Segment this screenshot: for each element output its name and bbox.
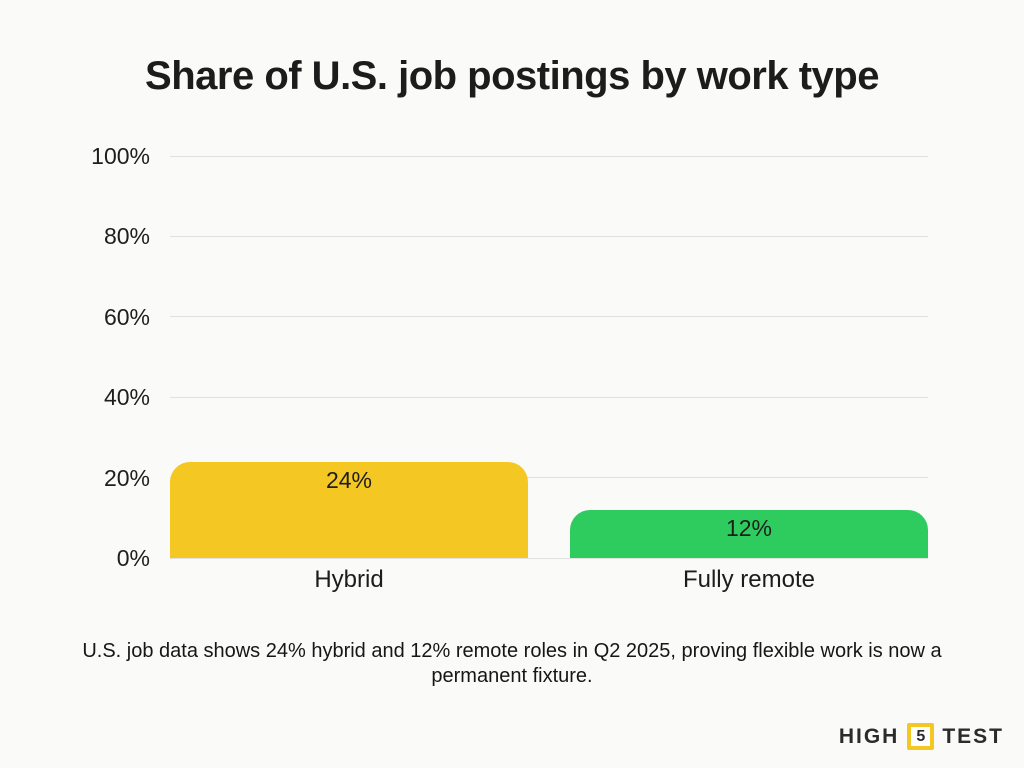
y-tick-label-40%: 40% [103,384,150,411]
bar-hybrid: 24% [170,461,528,558]
gridline-40% [170,396,928,398]
bar-value-label: 12% [725,514,773,541]
bar-fully-remote: 12% [570,509,928,558]
logo-five-box-icon: 5 [907,723,935,750]
high5test-logo: HIGH 5 TEST [839,723,1004,750]
chart-title: Share of U.S. job postings by work type [145,54,879,98]
gridline-60% [170,316,928,318]
x-axis-tick-labels: Hybrid Fully remote [170,566,928,598]
x-tick-label-hybrid: Hybrid [314,566,384,593]
y-tick-label-80%: 80% [103,223,150,250]
gridline-80% [170,235,928,237]
y-tick-label-100%: 100% [91,143,150,169]
chart-caption: U.S. job data shows 24% hybrid and 12% r… [82,640,942,687]
y-tick-label-60%: 60% [103,303,150,330]
x-tick-label-fully-remote: Fully remote [682,566,816,593]
y-axis-tick-labels: 0% 20% 40% 60% 80% 100% [0,144,150,570]
logo-word-test: TEST [942,724,1004,748]
gridline-0% [170,557,928,559]
logo-word-high: HIGH [838,724,900,748]
gridline-20% [170,477,928,479]
y-tick-label-0%: 0% [116,545,150,571]
y-tick-label-20%: 20% [103,464,150,491]
gridline-100% [170,155,928,157]
bar-value-label: 24% [325,466,373,493]
chart-plot-area: 24% 12% [170,155,928,559]
